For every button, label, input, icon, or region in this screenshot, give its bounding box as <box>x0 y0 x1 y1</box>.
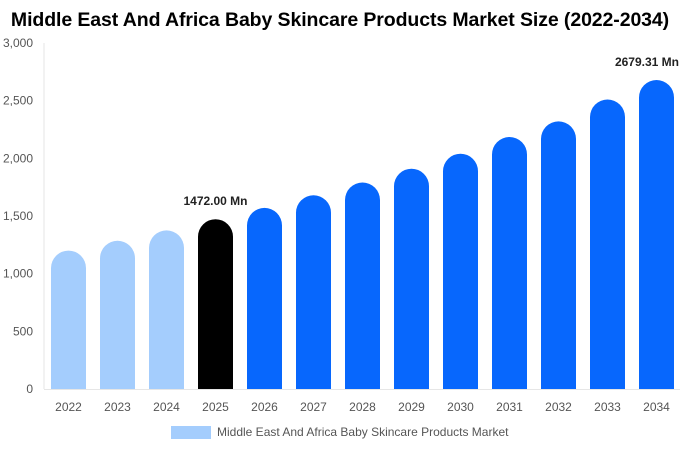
y-tick-label: 1,000 <box>3 267 33 281</box>
legend: Middle East And Africa Baby Skincare Pro… <box>171 425 508 439</box>
chart-title: Middle East And Africa Baby Skincare Pro… <box>10 9 670 31</box>
x-tick-label: 2022 <box>55 400 82 414</box>
bar-2025 <box>198 219 233 389</box>
y-tick-label: 0 <box>26 382 33 396</box>
bar-2030 <box>443 153 478 389</box>
x-tick-label: 2030 <box>447 400 474 414</box>
x-tick-label: 2033 <box>594 400 621 414</box>
bar-2029 <box>394 168 429 389</box>
legend-label: Middle East And Africa Baby Skincare Pro… <box>217 425 509 439</box>
y-tick-label: 2,000 <box>3 151 33 165</box>
data-label: 2679.31 Mn <box>615 55 679 69</box>
y-tick-label: 3,000 <box>3 36 33 50</box>
x-tick-label: 2026 <box>251 400 278 414</box>
x-tick-label: 2029 <box>398 400 425 414</box>
y-tick-label: 1,500 <box>3 209 33 223</box>
x-tick-label: 2028 <box>349 400 376 414</box>
legend-swatch <box>171 425 211 439</box>
bar-2034 <box>639 79 674 390</box>
bar-2026 <box>247 207 282 389</box>
data-labels: 1472.00 Mn 2679.31 Mn <box>183 55 679 208</box>
y-tick-label: 500 <box>13 324 33 338</box>
y-axis: 0 500 1,000 1,500 2,000 2,500 3,000 <box>3 36 45 396</box>
bar-2024 <box>149 230 184 389</box>
data-label: 1472.00 Mn <box>183 194 247 208</box>
x-tick-label: 2023 <box>104 400 131 414</box>
x-tick-label: 2025 <box>202 400 229 414</box>
x-tick-label: 2034 <box>643 400 670 414</box>
y-tick-label: 2,500 <box>3 94 33 108</box>
x-tick-label: 2027 <box>300 400 327 414</box>
x-tick-label: 2032 <box>545 400 572 414</box>
x-tick-label: 2031 <box>496 400 523 414</box>
bar-2033 <box>590 99 625 389</box>
bar-2031 <box>492 136 527 389</box>
bar-2027 <box>296 195 331 389</box>
bar-series <box>51 79 674 390</box>
bar-2028 <box>345 182 380 389</box>
bar-2023 <box>100 240 135 389</box>
x-axis: 2022 2023 2024 2025 2026 2027 2028 2029 2030 2031… <box>44 389 680 414</box>
bar-2032 <box>541 121 576 389</box>
bar-2022 <box>51 250 86 389</box>
x-tick-label: 2024 <box>153 400 180 414</box>
